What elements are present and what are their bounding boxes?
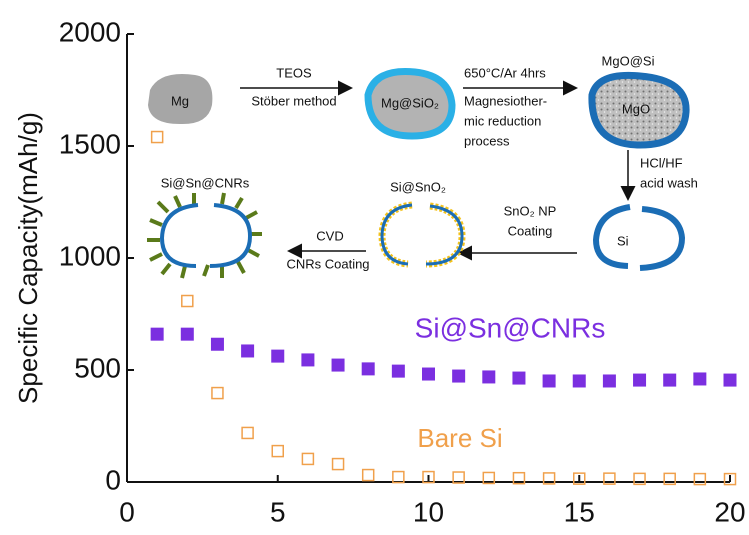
- cnr-shell: [162, 205, 198, 266]
- inset-label: Coating: [508, 223, 553, 238]
- inset-schematic: Mg TEOS Stöber method Mg@SiO₂ 650°C/Ar 4…: [147, 53, 698, 278]
- inset-label: 650°C/Ar 4hrs: [464, 65, 546, 80]
- inset-label: mic reduction: [464, 113, 541, 128]
- inset-label: Stöber method: [251, 93, 336, 108]
- chart: Mg TEOS Stöber method Mg@SiO₂ 650°C/Ar 4…: [0, 0, 749, 535]
- inset-label: Magnesiother-: [464, 93, 547, 108]
- point: [663, 374, 676, 387]
- x-tick-label: 20: [714, 496, 745, 527]
- point: [543, 374, 556, 387]
- point: [693, 372, 706, 385]
- y-tick-label: 0: [105, 464, 121, 495]
- series-label: Bare Si: [417, 423, 502, 453]
- point: [302, 453, 313, 464]
- cnr-shell: [210, 205, 250, 266]
- point: [512, 372, 525, 385]
- inset-label: MgO@Si: [602, 53, 655, 68]
- x-tick-label: 15: [564, 496, 595, 527]
- x-tick-label: 10: [413, 496, 444, 527]
- point: [212, 388, 223, 399]
- inset-label: Mg: [171, 93, 189, 108]
- inset-label: SnO₂ NP: [504, 203, 557, 218]
- inset-label: CVD: [316, 228, 343, 243]
- inset-label: acid wash: [640, 175, 698, 190]
- y-axis-title: Specific Capacity(mAh/g): [13, 112, 43, 404]
- inset-label: HCl/HF: [640, 155, 683, 170]
- x-tick-label: 0: [119, 496, 135, 527]
- point: [724, 374, 737, 387]
- point: [482, 370, 495, 383]
- point: [271, 350, 284, 363]
- point: [363, 470, 374, 481]
- point: [272, 446, 283, 457]
- point: [422, 368, 435, 381]
- y-tick-label: 500: [74, 352, 121, 383]
- point: [452, 370, 465, 383]
- point: [241, 344, 254, 357]
- inset-label: TEOS: [276, 65, 312, 80]
- series-label: Si@Sn@CNRs: [415, 312, 606, 343]
- cnr-spikes: [147, 193, 262, 278]
- point: [182, 296, 193, 307]
- y-tick-label: 2000: [59, 16, 121, 47]
- point: [151, 328, 164, 341]
- inset-label: MgO: [622, 101, 650, 116]
- y-tick-label: 1000: [59, 240, 121, 271]
- point: [152, 132, 163, 143]
- inset-label: process: [464, 133, 510, 148]
- si-shell: [640, 209, 682, 268]
- point: [362, 362, 375, 375]
- point: [333, 459, 344, 470]
- inset-label: Si@Sn@CNRs: [161, 175, 250, 190]
- point: [392, 365, 405, 378]
- inset-label: Mg@SiO₂: [381, 95, 439, 110]
- point: [242, 427, 253, 438]
- point: [211, 338, 224, 351]
- point: [633, 374, 646, 387]
- inset-label: CNRs Coating: [286, 256, 369, 271]
- point: [573, 374, 586, 387]
- point: [393, 472, 404, 483]
- point: [603, 374, 616, 387]
- x-tick-label: 5: [270, 496, 286, 527]
- point: [301, 353, 314, 366]
- inset-label: Si@SnO₂: [390, 179, 446, 194]
- y-tick-label: 1500: [59, 128, 121, 159]
- point: [181, 328, 194, 341]
- inset-label: Si: [617, 233, 629, 248]
- point: [332, 359, 345, 372]
